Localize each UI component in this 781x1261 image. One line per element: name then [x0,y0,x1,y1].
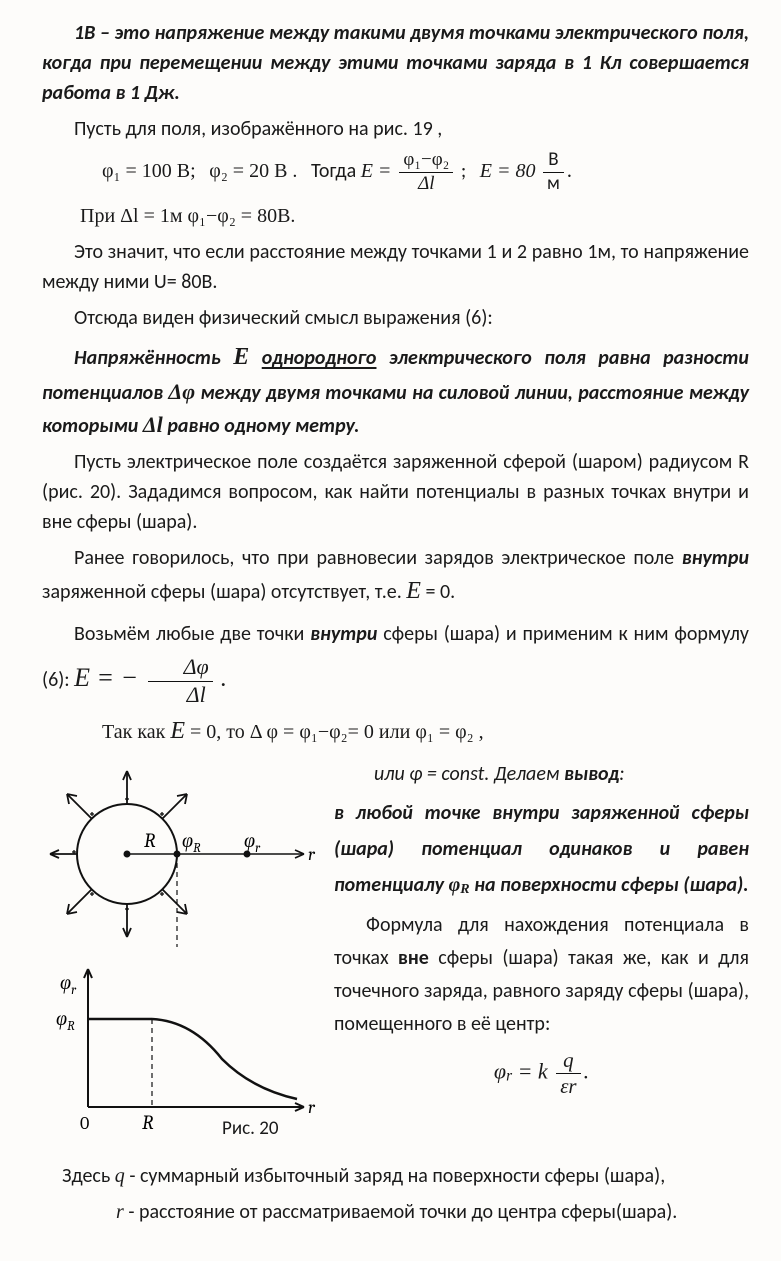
rc-l1b: φ = const. [409,762,489,786]
E-eq: E = [361,160,397,182]
p4: Отсюда виден физический смысл выражения … [42,303,749,333]
p9c: = 0, то Δ φ = φ₁−φ₂= 0 или φ₁ = φ₂ , [190,721,484,743]
p7e: = 0. [425,580,455,604]
p8a: Возьмём любые две точки [74,622,310,646]
num: φ₁−φ₂ [399,150,453,173]
footer-r: r - расстояние от рассматриваемой точки … [116,1197,749,1227]
E80: E = 80 [480,160,536,182]
rc-l1c: Делаем [494,762,564,786]
p2: Пусть для поля, изображённого на рис. 19… [42,114,749,144]
phiR-label: φR [182,829,201,856]
formula-intro: Формула для нахождения потенциала в точк… [334,909,749,1041]
p9: Так как E = 0, то Δ φ = φ₁−φ₂= 0 или φ₁ … [102,713,749,749]
den2: м [543,173,564,195]
R-label: R [144,829,156,852]
footer-definitions: Здесь q - суммарный избыточный заряд на … [42,1161,749,1227]
eq-dot: . [584,1058,590,1083]
p9a: Так как [102,721,170,743]
formula-phi-r: φr = k q εr . [334,1049,749,1098]
eq-phi: φ [494,1058,506,1083]
dot1: . [567,159,572,183]
p8: Возьмём любые две точки внутри сферы (ша… [42,615,749,707]
p7c: заряженной сферы (шара) отсутствует, т.е… [42,580,406,604]
y-axis-label: φr [60,971,77,998]
p8b: внутри [310,622,377,646]
equation-1: φ₁ = 100 В; φ₂ = 20 В . Тогда E = φ₁−φ₂ … [102,150,749,195]
semi: ; [461,159,466,183]
figure-with-text: R φR φr r φr φR 0 R r [42,759,749,1144]
zero-label: 0 [80,1113,89,1134]
p7d: E [406,578,421,604]
p8num: Δφ [148,655,213,681]
sphere-diagram: R φR φr r [42,759,322,949]
phi2-val: φ₂ = 20 В . [209,160,297,182]
R-tick: R [142,1111,154,1134]
st-under: однородного [262,346,377,370]
eq-num: q [556,1049,580,1074]
frac-dphi-dl: φ₁−φ₂ Δl [399,150,453,195]
frac-p8: Δφ Δl [148,655,213,706]
equation-2: При Δl = 1м φ₁−φ₂ = 80В. [80,201,749,231]
p7: Ранее говорилось, что при равновесии зар… [42,543,749,609]
p8eq: E = − [74,663,144,692]
eq-sub: r [506,1067,512,1084]
st-e: равно одному метру. [167,414,359,438]
footer-q: Здесь q - суммарный избыточный заряд на … [62,1161,749,1191]
f1c: - суммарный избыточный заряд на поверхно… [129,1164,665,1188]
phiR-tick: φR [56,1007,75,1034]
conclusion-intro: или φ = const. Делаем вывод: [374,759,749,789]
p9b: E [170,718,185,744]
rc-l2c: на поверхности сферы (шара). [474,873,748,897]
statement-E-field: Напряжённость E однородного электрическо… [42,339,749,441]
f2a: r [116,1201,124,1223]
togda: Тогда [311,159,361,183]
potential-graph: φr φR 0 R r [42,949,322,1139]
r-axis-label: r [308,844,316,865]
p6: Пусть электрическое поле создаётся заряж… [42,447,749,537]
conclusion-body: в любой точке внутри заряженной сферы (ш… [334,795,749,903]
den: Δl [399,173,453,195]
p7a: Ранее говорилось, что при равновесии зар… [74,546,682,570]
phi1-val: φ₁ = 100 В; [102,160,196,182]
st-dl: Δl [143,412,163,437]
num2: В [543,150,564,173]
p3: Это значит, что если расстояние между то… [42,237,749,297]
st-a: Напряжённость [74,346,233,370]
eq-m: = k [518,1058,548,1083]
rc-l1a: или [374,762,409,786]
rc-l1d: вывод [564,762,619,786]
st-dphi: Δφ [168,379,195,404]
f1b: q [115,1165,125,1187]
p7b: внутри [682,546,749,570]
definition-1v: 1В – это напряжение между такими двумя т… [42,18,749,108]
right-text-column: или φ = const. Делаем вывод: в любой точ… [334,759,749,1144]
eq-den: εr [556,1074,580,1098]
figure-column: R φR φr r φr φR 0 R r [42,759,322,1144]
rc-l2b: φ [449,874,461,896]
rc-l1e: : [619,762,624,786]
rc-l3b: вне [398,946,429,970]
phir-label: φr [244,829,261,856]
p8dot: . [220,664,226,693]
f1a: Здесь [62,1164,115,1188]
figure-caption: Рис. 20 [222,1115,322,1144]
frac-v-m: В м [543,150,564,195]
lead-1b: 1В [74,21,95,45]
st-E: E [233,344,249,370]
def-rest: – это напряжение между такими двумя точк… [42,21,749,105]
p8den: Δl [148,682,213,707]
frac-q-er: q εr [556,1049,580,1098]
f2b: - расстояние от рассматриваемой точки до… [128,1200,677,1224]
rc-l2sub: R [460,882,469,897]
